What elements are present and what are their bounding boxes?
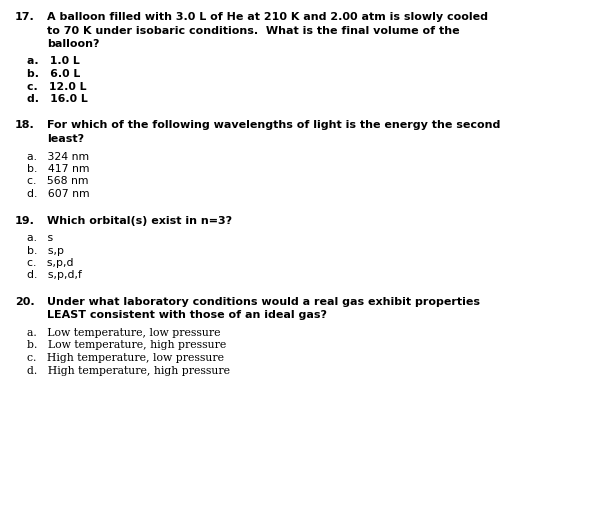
Text: 20.: 20. bbox=[15, 297, 35, 307]
Text: b.   s,p: b. s,p bbox=[27, 245, 64, 256]
Text: d.   High temperature, high pressure: d. High temperature, high pressure bbox=[27, 366, 230, 376]
Text: c.   12.0 L: c. 12.0 L bbox=[27, 82, 86, 91]
Text: least?: least? bbox=[47, 134, 84, 144]
Text: Under what laboratory conditions would a real gas exhibit properties: Under what laboratory conditions would a… bbox=[47, 297, 480, 307]
Text: d.   607 nm: d. 607 nm bbox=[27, 189, 89, 199]
Text: 17.: 17. bbox=[15, 12, 35, 22]
Text: a.   Low temperature, low pressure: a. Low temperature, low pressure bbox=[27, 328, 221, 338]
Text: LEAST consistent with those of an ideal gas?: LEAST consistent with those of an ideal … bbox=[47, 310, 327, 320]
Text: c.   High temperature, low pressure: c. High temperature, low pressure bbox=[27, 353, 224, 363]
Text: 19.: 19. bbox=[15, 215, 35, 226]
Text: d.   s,p,d,f: d. s,p,d,f bbox=[27, 271, 82, 280]
Text: Which orbital(s) exist in n=3?: Which orbital(s) exist in n=3? bbox=[47, 215, 232, 226]
Text: a.   s: a. s bbox=[27, 233, 53, 243]
Text: d.   16.0 L: d. 16.0 L bbox=[27, 94, 88, 104]
Text: c.   568 nm: c. 568 nm bbox=[27, 176, 88, 187]
Text: 18.: 18. bbox=[15, 121, 35, 130]
Text: to 70 K under isobaric conditions.  What is the final volume of the: to 70 K under isobaric conditions. What … bbox=[47, 25, 460, 35]
Text: For which of the following wavelengths of light is the energy the second: For which of the following wavelengths o… bbox=[47, 121, 501, 130]
Text: a.   1.0 L: a. 1.0 L bbox=[27, 56, 80, 66]
Text: A balloon filled with 3.0 L of He at 210 K and 2.00 atm is slowly cooled: A balloon filled with 3.0 L of He at 210… bbox=[47, 12, 488, 22]
Text: c.   s,p,d: c. s,p,d bbox=[27, 258, 73, 268]
Text: b.   Low temperature, high pressure: b. Low temperature, high pressure bbox=[27, 341, 226, 350]
Text: b.   6.0 L: b. 6.0 L bbox=[27, 69, 80, 79]
Text: balloon?: balloon? bbox=[47, 39, 100, 49]
Text: a.   324 nm: a. 324 nm bbox=[27, 152, 89, 162]
Text: b.   417 nm: b. 417 nm bbox=[27, 164, 89, 174]
